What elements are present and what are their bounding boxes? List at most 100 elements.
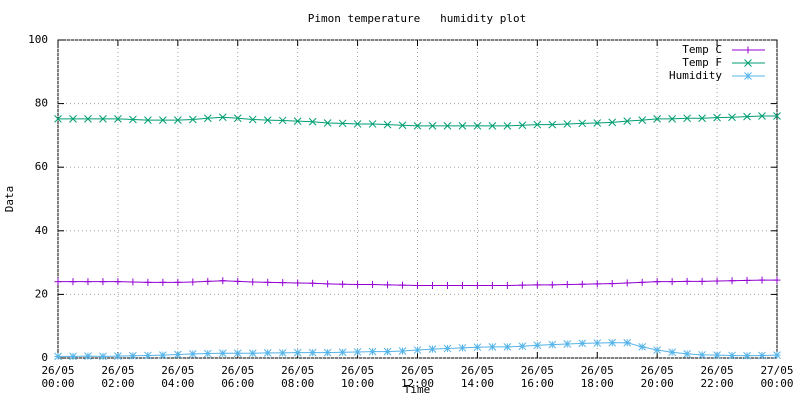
data-point	[743, 112, 751, 121]
data-point	[473, 281, 481, 289]
data-point	[578, 339, 587, 348]
data-point	[608, 280, 616, 288]
data-point	[159, 116, 167, 124]
data-point	[339, 280, 347, 288]
data-point	[653, 346, 662, 354]
data-point	[264, 278, 272, 286]
data-point	[218, 349, 227, 358]
data-point	[653, 115, 662, 123]
marker-stroke	[84, 115, 92, 123]
data-point	[159, 278, 167, 286]
data-point	[323, 348, 332, 357]
data-point	[578, 119, 587, 128]
x-tick-label: 26/05 06:00	[221, 364, 255, 390]
data-point	[263, 116, 272, 124]
marker-stroke	[218, 349, 227, 358]
y-tick-label: 60	[35, 160, 48, 173]
data-point	[683, 277, 691, 285]
data-point	[443, 122, 452, 130]
data-point	[698, 114, 706, 123]
data-point	[204, 277, 212, 285]
data-point	[758, 351, 766, 360]
data-point	[368, 120, 377, 128]
data-point	[503, 122, 512, 130]
x-tick-label: 26/05 20:00	[640, 364, 674, 390]
data-point	[428, 281, 436, 289]
data-point	[518, 342, 527, 351]
data-point	[54, 115, 62, 123]
data-point	[608, 338, 617, 347]
legend-label: Temp C	[682, 43, 722, 56]
data-point	[189, 278, 197, 286]
data-point	[203, 349, 212, 358]
data-point	[219, 277, 227, 285]
data-point	[428, 345, 437, 353]
legend-marker	[744, 46, 752, 54]
marker-stroke	[84, 352, 92, 360]
marker-stroke	[563, 120, 572, 128]
marker-stroke	[173, 116, 182, 124]
data-point	[234, 277, 242, 285]
marker-stroke	[473, 122, 482, 130]
marker-stroke	[578, 339, 587, 348]
marker-stroke	[608, 338, 617, 347]
y-tick-label: 0	[41, 351, 48, 364]
data-point	[698, 350, 706, 359]
marker-stroke	[698, 114, 706, 123]
data-point	[129, 115, 137, 124]
data-point	[293, 117, 302, 125]
data-point	[428, 122, 437, 130]
marker-stroke	[758, 351, 766, 360]
data-point	[728, 277, 736, 285]
marker-stroke	[114, 352, 122, 360]
data-point	[608, 118, 617, 127]
marker-stroke	[293, 348, 302, 357]
legend-marker	[744, 72, 752, 80]
data-point	[758, 112, 766, 120]
data-point	[623, 279, 631, 287]
data-point	[354, 281, 362, 289]
data-point	[713, 113, 721, 122]
data-point	[488, 281, 496, 289]
data-point	[473, 343, 482, 352]
marker-stroke	[683, 114, 691, 123]
data-point	[69, 278, 77, 286]
legend-marker	[744, 59, 752, 67]
data-point	[353, 348, 362, 356]
data-point	[503, 343, 512, 351]
marker-stroke	[743, 112, 751, 121]
x-tick-label: 26/05 02:00	[101, 364, 135, 390]
data-point	[638, 278, 646, 286]
data-point	[473, 122, 482, 130]
data-point	[668, 115, 676, 123]
marker-stroke	[248, 115, 257, 124]
data-point	[458, 122, 467, 130]
marker-stroke	[623, 117, 632, 125]
data-point	[173, 350, 182, 359]
marker-stroke	[698, 350, 706, 359]
marker-stroke	[458, 343, 467, 352]
x-tick-label: 26/05 10:00	[341, 364, 375, 390]
data-point	[533, 281, 541, 289]
data-point	[653, 278, 661, 286]
data-point	[398, 347, 407, 355]
data-point	[293, 348, 302, 357]
marker-stroke	[368, 347, 377, 356]
x-tick-label: 26/05 16:00	[520, 364, 554, 390]
marker-stroke	[503, 343, 512, 351]
data-point	[279, 279, 287, 287]
marker-stroke	[473, 343, 482, 352]
marker-stroke	[248, 349, 257, 358]
marker-stroke	[188, 115, 197, 124]
marker-stroke	[578, 119, 587, 128]
marker-stroke	[668, 348, 676, 357]
marker-stroke	[593, 339, 602, 347]
marker-stroke	[653, 346, 662, 354]
x-tick-label: 26/05 14:00	[460, 364, 494, 390]
data-point	[338, 348, 347, 357]
marker-stroke	[308, 348, 317, 357]
data-point	[278, 116, 287, 125]
x-tick-label: 26/05 18:00	[580, 364, 614, 390]
marker-stroke	[458, 122, 467, 130]
